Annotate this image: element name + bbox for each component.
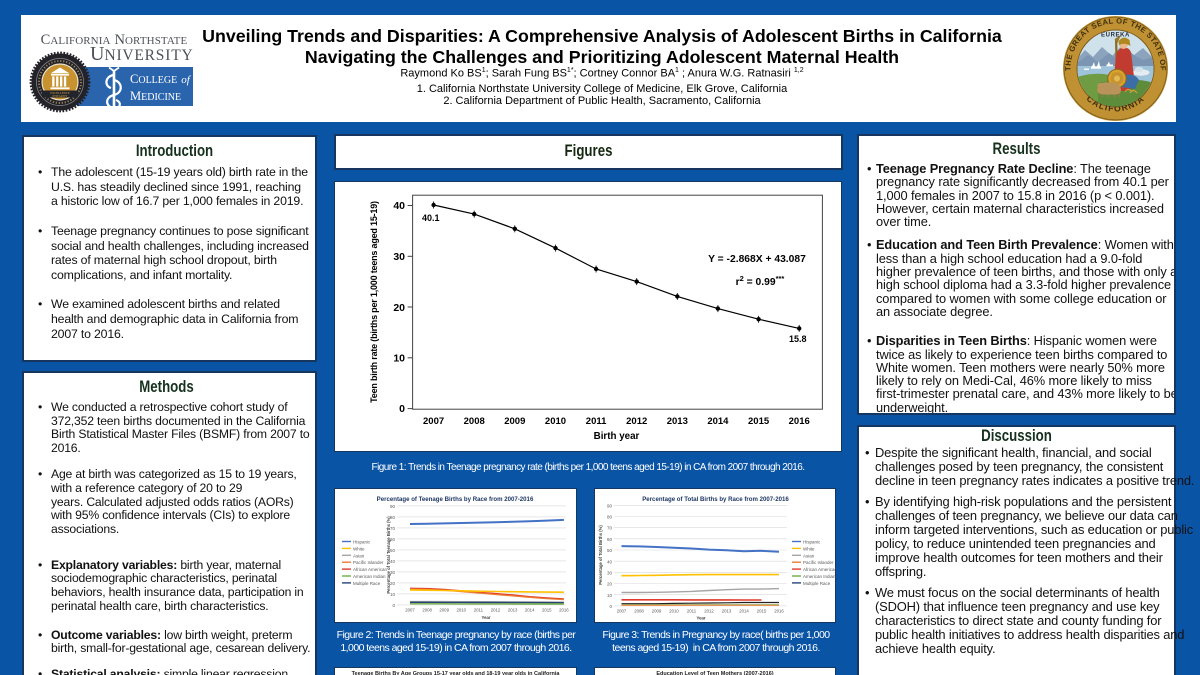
svg-text:20: 20 xyxy=(393,302,405,314)
svg-text:0: 0 xyxy=(392,603,395,608)
svg-text:2016: 2016 xyxy=(559,608,569,613)
svg-text:Percentage of Total Births (%): Percentage of Total Births (%) xyxy=(598,525,603,585)
svg-text:Percentage of Total Teenage Bi: Percentage of Total Teenage Births (%) xyxy=(386,516,391,594)
svg-text:African American: African American xyxy=(353,567,388,572)
svg-text:r2 = 0.99***: r2 = 0.99*** xyxy=(736,274,785,289)
svg-text:20: 20 xyxy=(607,582,613,587)
svg-text:2012: 2012 xyxy=(704,609,714,614)
svg-text:Asian: Asian xyxy=(803,553,815,558)
svg-text:2015: 2015 xyxy=(757,609,767,614)
svg-text:90: 90 xyxy=(390,504,396,509)
svg-text:American Indian: American Indian xyxy=(353,574,386,579)
svg-text:2012: 2012 xyxy=(626,416,647,427)
svg-text:2011: 2011 xyxy=(687,609,697,614)
svg-text:2009: 2009 xyxy=(652,609,662,614)
svg-text:20: 20 xyxy=(390,581,396,586)
svg-text:Y = -2.868X + 43.087: Y = -2.868X + 43.087 xyxy=(708,254,806,265)
svg-text:2007: 2007 xyxy=(423,416,444,427)
svg-text:2008: 2008 xyxy=(464,416,485,427)
svg-text:40: 40 xyxy=(607,559,613,564)
svg-text:30: 30 xyxy=(390,570,396,575)
svg-text:2011: 2011 xyxy=(586,416,607,427)
svg-text:Pacific Islander: Pacific Islander xyxy=(803,560,834,565)
svg-text:Year: Year xyxy=(481,615,490,620)
svg-text:Year: Year xyxy=(696,616,705,621)
svg-text:2010: 2010 xyxy=(545,416,566,427)
svg-text:10: 10 xyxy=(393,353,405,365)
svg-text:2012: 2012 xyxy=(491,608,501,613)
svg-text:Percentage of Total Births by: Percentage of Total Births by Race from … xyxy=(642,496,789,503)
svg-text:2014: 2014 xyxy=(707,416,729,427)
svg-text:EUREKA: EUREKA xyxy=(1101,33,1130,39)
svg-text:2008: 2008 xyxy=(422,608,432,613)
svg-text:2007: 2007 xyxy=(617,609,627,614)
svg-text:10: 10 xyxy=(607,593,613,598)
svg-text:Pacific Islander: Pacific Islander xyxy=(353,560,384,565)
svg-text:2013: 2013 xyxy=(667,416,688,427)
svg-text:0: 0 xyxy=(609,604,612,609)
svg-text:2013: 2013 xyxy=(508,608,518,613)
svg-text:2015: 2015 xyxy=(542,608,552,613)
svg-text:90: 90 xyxy=(607,503,613,508)
svg-text:2010: 2010 xyxy=(457,608,467,613)
svg-text:African American: African American xyxy=(803,567,836,572)
svg-text:50: 50 xyxy=(607,548,613,553)
svg-text:White: White xyxy=(353,546,365,551)
svg-text:2008: 2008 xyxy=(634,609,644,614)
svg-text:70: 70 xyxy=(607,526,613,531)
svg-text:40.1: 40.1 xyxy=(422,213,440,223)
svg-text:15.8: 15.8 xyxy=(789,334,807,344)
svg-text:2016: 2016 xyxy=(774,609,784,614)
svg-text:Percentage of Teenage Births b: Percentage of Teenage Births by Race fro… xyxy=(377,496,534,503)
svg-text:American Indian: American Indian xyxy=(803,574,836,579)
svg-text:Multiple Race: Multiple Race xyxy=(353,581,381,586)
svg-text:60: 60 xyxy=(390,537,396,542)
svg-text:Multiple Race: Multiple Race xyxy=(803,581,831,586)
svg-text:40: 40 xyxy=(393,200,405,212)
svg-text:70: 70 xyxy=(390,526,396,531)
svg-text:Birth year: Birth year xyxy=(594,431,640,442)
svg-text:2009: 2009 xyxy=(504,416,525,427)
svg-text:60: 60 xyxy=(607,537,613,542)
svg-text:2015: 2015 xyxy=(748,416,770,427)
svg-text:Asian: Asian xyxy=(353,553,365,558)
svg-text:EXCELLENCE: EXCELLENCE xyxy=(50,91,69,95)
svg-text:Teen birth rate (births per 1,: Teen birth rate (births per 1,000 teens … xyxy=(369,201,379,403)
svg-text:2014: 2014 xyxy=(739,609,749,614)
svg-text:40: 40 xyxy=(390,559,396,564)
svg-text:0: 0 xyxy=(399,403,405,415)
svg-text:80: 80 xyxy=(390,515,396,520)
svg-text:80: 80 xyxy=(607,515,613,520)
svg-text:30: 30 xyxy=(607,571,613,576)
svg-text:INTEGRITY: INTEGRITY xyxy=(53,95,68,98)
svg-text:2007: 2007 xyxy=(405,608,415,613)
svg-text:Hispanic: Hispanic xyxy=(353,540,371,545)
svg-text:White: White xyxy=(803,546,815,551)
svg-text:2009: 2009 xyxy=(439,608,449,613)
svg-text:10: 10 xyxy=(390,592,396,597)
svg-text:2013: 2013 xyxy=(722,609,732,614)
svg-text:2010: 2010 xyxy=(669,609,679,614)
svg-text:2016: 2016 xyxy=(789,416,810,427)
svg-text:50: 50 xyxy=(390,548,396,553)
svg-text:2011: 2011 xyxy=(474,608,484,613)
svg-text:2014: 2014 xyxy=(525,608,535,613)
svg-text:30: 30 xyxy=(393,251,405,263)
svg-text:Hispanic: Hispanic xyxy=(803,540,821,545)
